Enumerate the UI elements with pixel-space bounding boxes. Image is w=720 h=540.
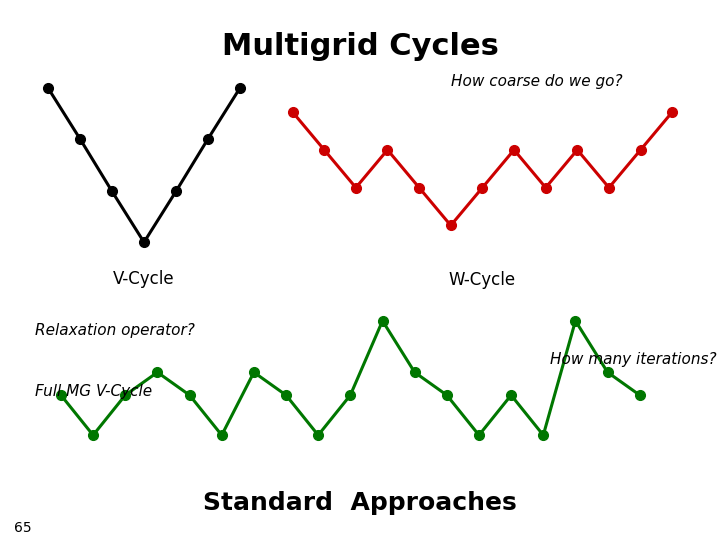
Text: Full MG V-Cycle: Full MG V-Cycle	[35, 384, 153, 399]
Text: Standard  Approaches: Standard Approaches	[203, 491, 517, 515]
Text: Multigrid Cycles: Multigrid Cycles	[222, 32, 498, 62]
Text: 65: 65	[14, 521, 32, 535]
Text: How many iterations?: How many iterations?	[549, 352, 716, 367]
Text: Relaxation operator?: Relaxation operator?	[35, 323, 195, 338]
Text: W-Cycle: W-Cycle	[449, 271, 516, 289]
Text: V-Cycle: V-Cycle	[113, 270, 175, 288]
Text: How coarse do we go?: How coarse do we go?	[451, 74, 622, 89]
